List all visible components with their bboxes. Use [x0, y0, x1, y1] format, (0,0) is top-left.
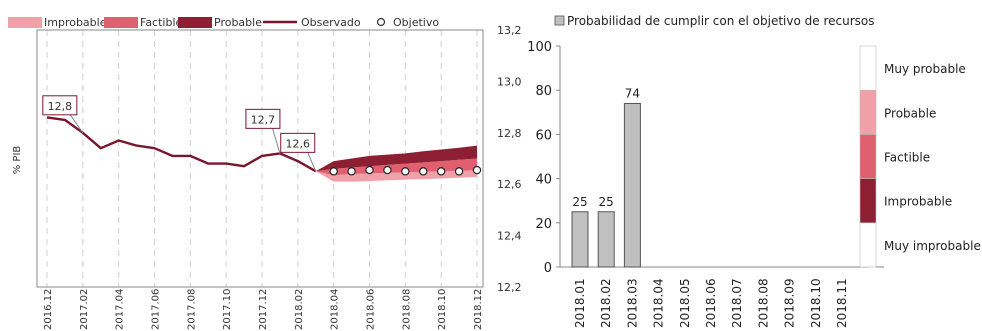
- x-tick-label-left: 2018.08: [401, 289, 412, 330]
- x-tick-label-left: 2018.12: [473, 289, 484, 330]
- x-tick-label-left: 2018.10: [437, 289, 448, 330]
- y-tick-label-left: 12,4: [497, 230, 522, 243]
- annotation-leader: [68, 112, 84, 134]
- annotation-leader: [271, 126, 281, 154]
- annotation-box: [280, 132, 316, 153]
- x-tick-label-right: 2018.10: [809, 278, 823, 328]
- band-probable: [315, 145, 477, 172]
- x-tick-label-left: 2017.06: [151, 289, 162, 330]
- y-axis-label: % PIB: [12, 146, 23, 175]
- x-tick-label-right: 2018.03: [625, 278, 639, 328]
- annotation-label: 12,8: [48, 100, 73, 113]
- y-tick-label-left: 12,6: [497, 178, 522, 191]
- legend-label-objetivo: Objetivo: [393, 16, 439, 29]
- annotation-leader: [306, 150, 317, 172]
- bar-data-label: 74: [625, 86, 640, 100]
- x-tick-label-right: 2018.01: [573, 278, 587, 328]
- bar: [571, 211, 589, 268]
- x-tick-label-left: 2018.04: [330, 289, 341, 330]
- objetivo-marker: [436, 167, 446, 176]
- x-tick-label-left: 2017.08: [186, 289, 197, 330]
- band-factible: [315, 158, 477, 176]
- x-tick-label-left: 2017.10: [222, 289, 233, 330]
- x-tick-label-left: 2018.02: [294, 289, 305, 330]
- objetivo-marker: [401, 167, 410, 176]
- objetivo-marker: [383, 165, 392, 175]
- legend-swatch-objetivo: [376, 17, 386, 27]
- x-tick-label-right: 2018.04: [652, 278, 666, 328]
- probability-band-label: Improbable: [884, 195, 952, 209]
- probability-band-label: Probable: [884, 106, 936, 120]
- x-tick-label-left: 2017.12: [258, 289, 269, 330]
- y-tick-label-left: 13,0: [497, 75, 522, 88]
- probability-band: [859, 89, 877, 135]
- bar-data-label: 25: [572, 195, 587, 209]
- probability-band-label: Factible: [884, 151, 930, 165]
- legend-label-factible: Factible: [140, 16, 183, 29]
- annotation-box: [245, 108, 281, 129]
- probability-band-label: Muy improbable: [884, 239, 981, 253]
- legend-swatch-improbable: [8, 17, 42, 28]
- objetivo-marker: [347, 167, 356, 176]
- band-improbable: [315, 170, 477, 182]
- objetivo-marker: [365, 165, 374, 175]
- legend-swatch-probable: [178, 17, 212, 28]
- probability-band: [859, 45, 877, 91]
- probability-band-label: Muy probable: [884, 62, 966, 76]
- x-tick-label-right: 2018.06: [704, 278, 718, 328]
- y-tick-label-right: 60: [535, 128, 552, 143]
- objetivo-marker: [329, 167, 338, 176]
- annotation-label: 12,7: [251, 113, 276, 126]
- x-tick-label-right: 2018.05: [678, 278, 692, 328]
- y-tick-label-right: 100: [527, 40, 552, 55]
- x-tick-label-left: 2018.06: [366, 289, 377, 330]
- x-tick-label-left: 2017.02: [79, 289, 90, 330]
- y-tick-label-left: 12,8: [497, 127, 522, 140]
- x-tick-label-left: 2017.04: [115, 289, 126, 330]
- x-tick-label-right: 2018.07: [730, 278, 744, 328]
- annotation-box: [42, 95, 78, 116]
- legend-swatch-factible: [104, 17, 138, 28]
- y-tick-label-right: 40: [535, 173, 552, 188]
- x-tick-label-right: 2018.09: [783, 278, 797, 328]
- objetivo-marker: [419, 167, 428, 176]
- y-tick-label-right: 80: [535, 84, 552, 99]
- objetivo-marker: [454, 167, 464, 176]
- legend-label-probabilidad: Probabilidad de cumplir con el objetivo …: [567, 14, 874, 28]
- x-tick-label-right: 2018.02: [599, 278, 613, 328]
- x-tick-label-left: 2016.12: [43, 289, 54, 330]
- y-tick-label-right: 0: [544, 261, 552, 276]
- plot-frame-left: [36, 29, 484, 288]
- legend-label-improbable: Improbable: [44, 16, 107, 29]
- bar-data-label: 25: [599, 195, 614, 209]
- probability-band: [859, 134, 877, 179]
- annotation-label: 12,6: [286, 137, 311, 150]
- x-tick-label-right: 2018.08: [756, 278, 770, 328]
- bar: [597, 211, 615, 268]
- probability-band: [859, 178, 877, 224]
- bar: [623, 102, 641, 268]
- observado-line: [46, 116, 317, 173]
- objetivo-marker: [472, 165, 482, 175]
- y-tick-label-left: 12,2: [497, 281, 522, 294]
- probability-band: [859, 222, 877, 268]
- y-tick-label-left: 13,2: [497, 24, 522, 37]
- y-tick-label-right: 20: [535, 217, 552, 232]
- legend-swatch-probabilidad: [554, 15, 565, 26]
- legend-label-observado: Observado: [301, 16, 361, 29]
- legend-label-probable: Probable: [214, 16, 262, 29]
- x-tick-label-right: 2018.11: [835, 278, 849, 328]
